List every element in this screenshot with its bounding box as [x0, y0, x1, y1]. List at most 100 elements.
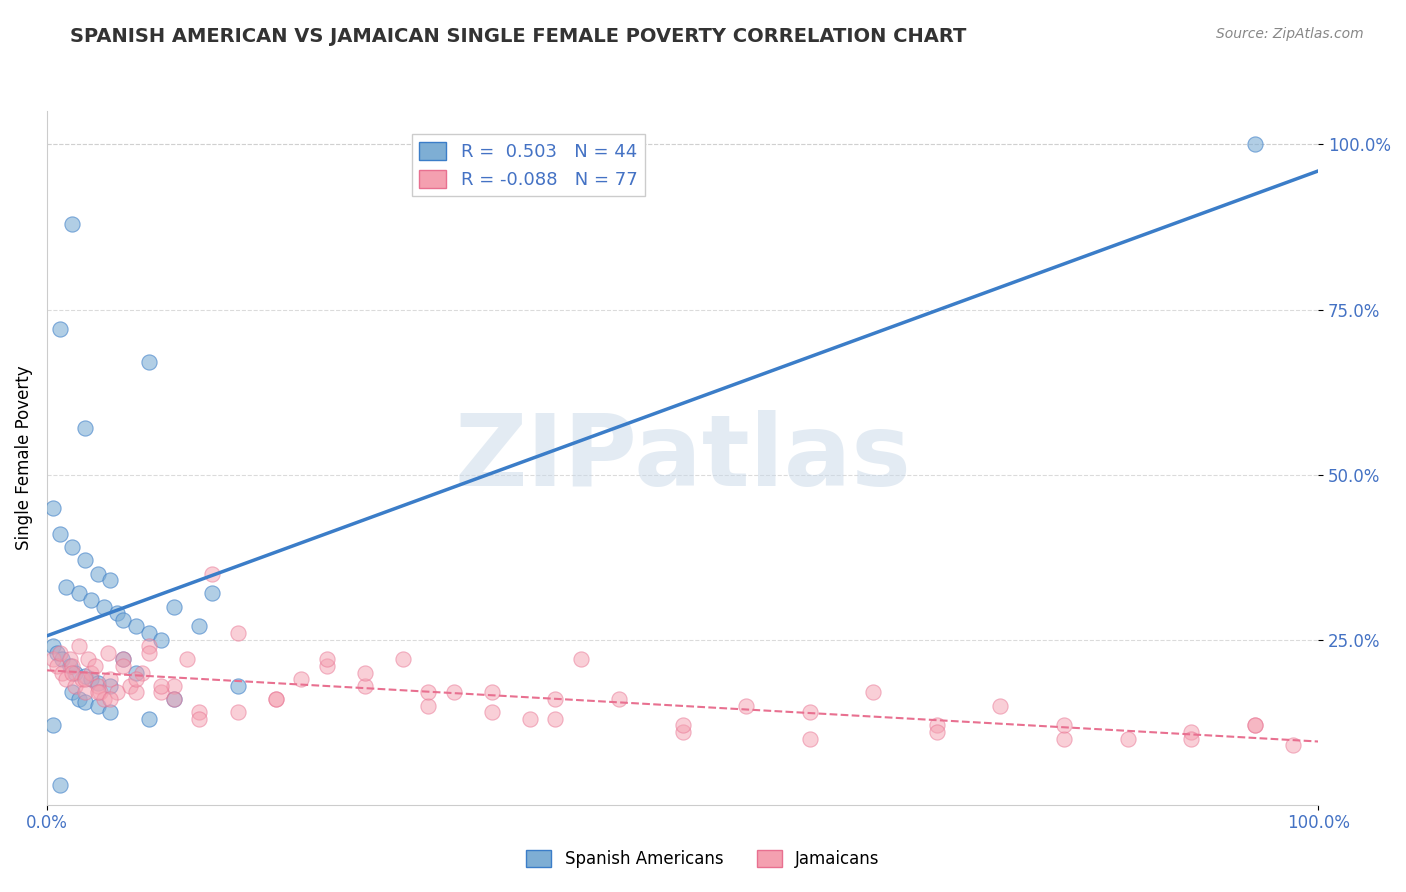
Point	[569, 652, 592, 666]
Point	[63, 665, 86, 680]
Point	[67, 692, 90, 706]
Point	[1053, 731, 1076, 746]
Point	[76, 652, 98, 666]
Point	[925, 718, 948, 732]
Point	[735, 698, 758, 713]
Point	[544, 692, 567, 706]
Point	[105, 685, 128, 699]
Point	[60, 540, 83, 554]
Point	[100, 573, 122, 587]
Point	[392, 652, 415, 666]
Text: SPANISH AMERICAN VS JAMAICAN SINGLE FEMALE POVERTY CORRELATION CHART: SPANISH AMERICAN VS JAMAICAN SINGLE FEMA…	[70, 27, 967, 45]
Point	[226, 679, 249, 693]
Point	[48, 646, 70, 660]
Point	[315, 659, 337, 673]
Point	[46, 646, 69, 660]
Point	[150, 679, 173, 693]
Point	[544, 712, 567, 726]
Point	[125, 665, 148, 680]
Point	[226, 626, 249, 640]
Point	[105, 606, 128, 620]
Point	[87, 679, 110, 693]
Point	[118, 679, 141, 693]
Point	[97, 646, 120, 660]
Point	[73, 672, 96, 686]
Legend: Spanish Americans, Jamaicans: Spanish Americans, Jamaicans	[520, 843, 886, 875]
Point	[89, 685, 111, 699]
Point	[799, 731, 821, 746]
Point	[80, 672, 103, 686]
Point	[163, 679, 186, 693]
Point	[87, 675, 110, 690]
Point	[125, 672, 148, 686]
Point	[73, 695, 96, 709]
Point	[67, 639, 90, 653]
Point	[138, 626, 160, 640]
Point	[93, 599, 115, 614]
Point	[48, 322, 70, 336]
Point	[188, 705, 211, 719]
Point	[671, 718, 693, 732]
Point	[73, 421, 96, 435]
Point	[138, 355, 160, 369]
Point	[80, 665, 103, 680]
Point	[112, 652, 135, 666]
Point	[51, 652, 73, 666]
Point	[607, 692, 630, 706]
Point	[100, 705, 122, 719]
Point	[519, 712, 541, 726]
Point	[55, 672, 77, 686]
Point	[176, 652, 198, 666]
Point	[481, 685, 503, 699]
Point	[1180, 725, 1202, 739]
Point	[1243, 718, 1265, 732]
Point	[131, 665, 153, 680]
Point	[188, 712, 211, 726]
Point	[1180, 731, 1202, 746]
Point	[353, 679, 375, 693]
Point	[138, 639, 160, 653]
Point	[138, 712, 160, 726]
Point	[93, 692, 115, 706]
Point	[48, 527, 70, 541]
Point	[42, 500, 65, 515]
Point	[48, 778, 70, 792]
Point	[1243, 718, 1265, 732]
Point	[481, 705, 503, 719]
Point	[443, 685, 465, 699]
Point	[163, 599, 186, 614]
Point	[60, 217, 83, 231]
Point	[42, 652, 65, 666]
Point	[201, 566, 224, 581]
Point	[799, 705, 821, 719]
Point	[100, 692, 122, 706]
Point	[112, 652, 135, 666]
Point	[72, 672, 94, 686]
Text: Source: ZipAtlas.com: Source: ZipAtlas.com	[1216, 27, 1364, 41]
Point	[73, 669, 96, 683]
Point	[51, 665, 73, 680]
Point	[112, 659, 135, 673]
Point	[315, 652, 337, 666]
Point	[264, 692, 287, 706]
Point	[1116, 731, 1139, 746]
Point	[290, 672, 312, 686]
Point	[73, 553, 96, 567]
Point	[42, 639, 65, 653]
Point	[84, 659, 107, 673]
Point	[125, 685, 148, 699]
Point	[1053, 718, 1076, 732]
Point	[100, 672, 122, 686]
Point	[150, 685, 173, 699]
Legend: R =  0.503   N = 44, R = -0.088   N = 77: R = 0.503 N = 44, R = -0.088 N = 77	[412, 135, 644, 196]
Point	[990, 698, 1012, 713]
Point	[138, 646, 160, 660]
Point	[60, 665, 83, 680]
Point	[188, 619, 211, 633]
Point	[925, 725, 948, 739]
Point	[42, 718, 65, 732]
Point	[55, 580, 77, 594]
Point	[73, 685, 96, 699]
Point	[87, 566, 110, 581]
Point	[60, 659, 83, 673]
